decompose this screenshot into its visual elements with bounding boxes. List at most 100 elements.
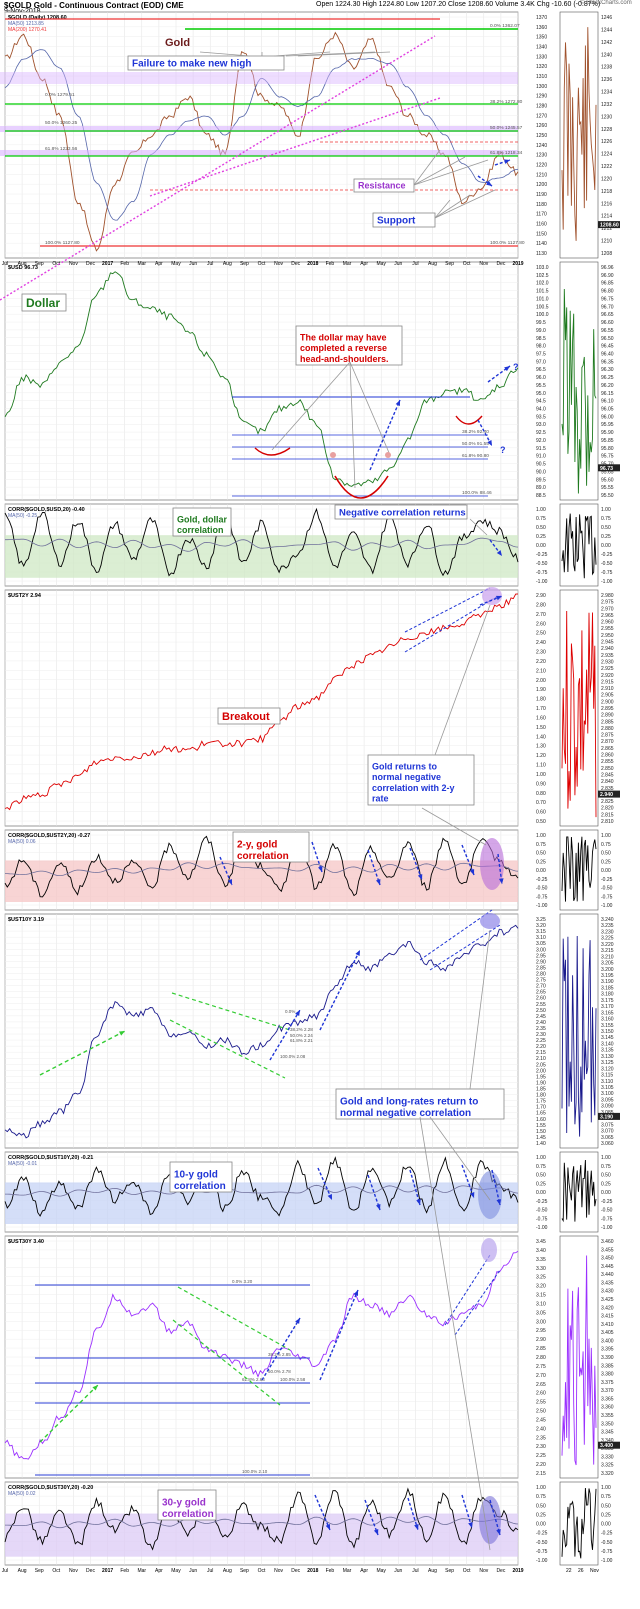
arrow-head — [327, 1194, 332, 1200]
header-open: Open 1224.30 — [316, 1, 361, 8]
panel-ma-legend: MA(50) 1213.85 — [8, 21, 44, 27]
y-tick-label: 91.0 — [536, 454, 546, 460]
x-tick-label: Aug — [223, 261, 232, 267]
side-tick-label: 3.405 — [601, 1330, 614, 1336]
arrow-head — [469, 1192, 475, 1198]
panel-legend: CORR($GOLD,$UST30Y,20) -0.20 — [8, 1485, 93, 1491]
y-tick-label: 2.25 — [536, 1453, 546, 1459]
y-tick-label: 1.60 — [536, 715, 546, 721]
arrow-head — [416, 1199, 421, 1205]
side-tick-label: 2.860 — [601, 753, 614, 759]
side-tick-label: 3.190 — [601, 979, 614, 985]
last-value-tag — [598, 464, 620, 472]
side-tick-label: 1230 — [601, 114, 612, 120]
channel-line — [454, 1269, 501, 1336]
x-tick-label: Aug — [18, 1568, 27, 1574]
y-tick-label: 2.70 — [536, 612, 546, 618]
correlation-band — [5, 1182, 518, 1224]
annotation-gold-dollar-corr-box — [172, 507, 232, 537]
side-tick-label: 95.95 — [601, 422, 614, 428]
y-tick-label: 3.05 — [536, 941, 546, 947]
y-tick-label: 1260 — [536, 123, 547, 129]
x-tick-label: Dec — [496, 1568, 505, 1574]
side-tick-label: 1234 — [601, 90, 612, 96]
channel-line — [444, 1254, 491, 1326]
x-tick-label: Nov — [479, 1568, 488, 1574]
arrow-annotation — [479, 595, 503, 606]
arrow-shaft — [367, 849, 381, 886]
annotation-2y-corr: 2-y, gold — [237, 840, 277, 851]
y-tick-label: 89.5 — [536, 477, 546, 483]
y-tick-label: 1270 — [536, 113, 547, 119]
side-tick-label: 2.870 — [601, 739, 614, 745]
arrow-head — [496, 550, 502, 556]
y-tick-label: 88.5 — [536, 493, 546, 499]
side-tick-label: 96.30 — [601, 367, 614, 373]
y-tick-label: 0.25 — [536, 534, 546, 540]
x-tick-label: Jun — [394, 261, 402, 267]
arrow-annotation — [491, 1169, 502, 1206]
y-tick-label: 0.00 — [536, 1522, 546, 1528]
last-value-tag — [598, 790, 620, 798]
side-series-line — [561, 1255, 597, 1466]
channel-line — [404, 595, 499, 653]
side-tick-label: 2.975 — [601, 600, 614, 606]
side-tick-label: 3.195 — [601, 973, 614, 979]
annotation-2y-note: correlation with 2-y — [372, 783, 455, 793]
y-tick-label: 96.5 — [536, 367, 546, 373]
arrow-annotation — [494, 159, 511, 166]
side-x-tick-label: Nov — [590, 1568, 599, 1574]
side-tick-label: 1246 — [601, 15, 612, 21]
fib-label: 50.0% 1245.57 — [490, 125, 523, 131]
y-tick-label: 1.80 — [536, 1093, 546, 1099]
side-tick-label: 0.25 — [601, 859, 611, 865]
panel-ma-legend: MA(200) 1270.41 — [8, 27, 47, 33]
series-line-main — [4, 593, 519, 811]
y-tick-label: 3.25 — [536, 917, 546, 923]
side-tick-label: 0.75 — [601, 842, 611, 848]
arrow-head — [355, 950, 360, 956]
side-tick-label: 3.355 — [601, 1413, 614, 1419]
annotation-reverse-hs: The dollar may have — [300, 333, 387, 343]
arrow-head — [504, 366, 510, 372]
y-tick-label: 93.0 — [536, 422, 546, 428]
y-tick-label: 1140 — [536, 241, 547, 247]
y-tick-label: 2.15 — [536, 1050, 546, 1056]
y-tick-label: 102.0 — [536, 281, 549, 287]
dollar-title: Dollar — [26, 296, 60, 310]
side-tick-label: 96.00 — [601, 414, 614, 420]
side-tick-label: 0.75 — [601, 1164, 611, 1170]
y-tick-label: 1.85 — [536, 1087, 546, 1093]
fib-label: 0.0% 1362.07 — [490, 23, 520, 29]
y-tick-label: 2.00 — [536, 1068, 546, 1074]
side-series-line — [561, 935, 597, 1137]
side-tick-label: 3.380 — [601, 1372, 614, 1378]
panel-corr_2y: 1.00 0.75 0.50 0.25 0.00 -0.25 -0.50 -0.75 -1.00… — [4, 807, 613, 911]
callout-line — [285, 51, 376, 57]
side-tick-label: 3.090 — [601, 1104, 614, 1110]
header-volume: Volume 3.4K — [495, 1, 535, 8]
side-tick-label: 96.05 — [601, 407, 614, 413]
fib-label: 100.0% 88.46 — [462, 490, 492, 496]
side-tick-label: 95.60 — [601, 477, 614, 483]
side-tick-label: 0.00 — [601, 1522, 611, 1528]
arrow-head — [373, 1529, 379, 1535]
side-tick-label: 3.145 — [601, 1035, 614, 1041]
fib-label: 100.0% 2.58 — [280, 1377, 306, 1382]
annotation-resistance: Resistance — [358, 181, 406, 191]
callout-line — [469, 929, 491, 1090]
arrow-shaft — [494, 159, 511, 166]
annotation-10y-corr: 10-y gold — [174, 1170, 218, 1181]
y-tick-label: -0.75 — [536, 1216, 548, 1222]
y-tick-label: 1.20 — [536, 753, 546, 759]
y-tick-label: 3.10 — [536, 935, 546, 941]
side-tick-label: 1212 — [601, 226, 612, 232]
y-tick-label: 1150 — [536, 231, 547, 237]
side-tick-label: 3.440 — [601, 1272, 614, 1278]
side-tick-label: 96.45 — [601, 344, 614, 350]
side-tick-label: 3.450 — [601, 1256, 614, 1262]
callout-line — [469, 518, 488, 536]
y-tick-label: 1.75 — [536, 1099, 546, 1105]
y-tick-label: 1.70 — [536, 1105, 546, 1111]
